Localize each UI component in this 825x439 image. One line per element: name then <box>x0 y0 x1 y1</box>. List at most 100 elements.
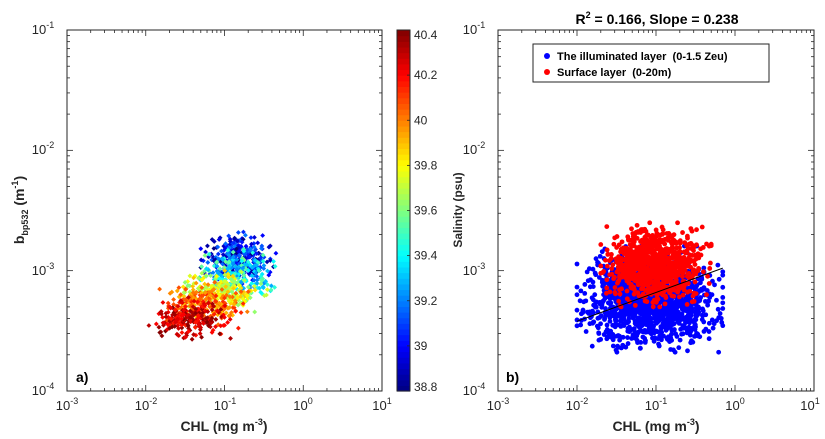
data-point <box>223 305 229 311</box>
legend: The illuminated layer (0-1.5 Zeu) Surfac… <box>532 43 770 83</box>
data-point-illuminated <box>677 337 683 343</box>
data-point <box>157 330 163 335</box>
data-point <box>237 250 242 256</box>
data-point <box>214 263 220 269</box>
data-point <box>209 330 215 335</box>
data-point-illuminated <box>646 326 652 332</box>
data-point-illuminated <box>583 329 589 334</box>
fit-line <box>576 267 723 322</box>
data-point <box>165 321 170 327</box>
data-point-illuminated <box>638 306 644 312</box>
colorbar-segment <box>397 46 410 54</box>
data-point-surface <box>694 227 699 233</box>
data-point-illuminated <box>604 336 610 342</box>
data-point <box>208 293 214 298</box>
data-point <box>206 254 212 260</box>
data-point-surface <box>681 283 687 289</box>
data-point <box>239 269 244 275</box>
data-point <box>209 237 215 242</box>
colorbar-segment <box>397 227 410 234</box>
data-point <box>157 286 163 292</box>
data-point <box>241 270 246 276</box>
panel-b-x-tick-label: 10-2 <box>566 396 588 413</box>
data-point-illuminated <box>673 316 678 321</box>
panel-a-background <box>67 30 382 391</box>
data-point-surface <box>636 248 642 254</box>
data-point <box>230 312 236 318</box>
data-point <box>235 325 241 331</box>
data-point-illuminated <box>645 310 651 316</box>
data-point-surface <box>649 263 655 268</box>
data-point-illuminated <box>693 312 698 318</box>
colorbar-segment <box>397 137 410 144</box>
data-point-surface <box>624 288 630 294</box>
data-point-surface <box>651 284 657 289</box>
data-point-illuminated <box>683 325 688 331</box>
data-point-surface <box>679 256 685 261</box>
data-point-surface <box>706 281 712 286</box>
data-point <box>222 322 228 328</box>
colorbar-segment <box>397 317 410 324</box>
data-point-illuminated <box>706 320 712 326</box>
data-point-surface <box>650 267 655 273</box>
panel-a-y-axis-label: bbp532 (m-1) <box>10 176 30 244</box>
data-point-surface <box>673 259 678 264</box>
data-point-illuminated <box>595 325 601 331</box>
data-point-surface <box>640 250 646 256</box>
data-point <box>214 273 219 279</box>
data-point <box>199 334 204 340</box>
colorbar-tick-label: 40.4 <box>414 28 438 42</box>
data-point <box>238 279 244 285</box>
data-point <box>199 277 205 282</box>
data-point <box>243 232 248 238</box>
data-point-illuminated <box>624 320 630 326</box>
data-point-surface <box>644 282 650 287</box>
data-point <box>199 264 205 270</box>
data-point <box>182 297 188 303</box>
data-point <box>225 320 231 325</box>
data-point <box>236 283 242 288</box>
data-point <box>222 303 228 309</box>
data-point <box>214 268 220 274</box>
data-point <box>183 323 189 328</box>
data-point <box>146 323 152 328</box>
data-point <box>225 305 231 311</box>
data-point-surface <box>604 263 610 269</box>
legend-label-illuminated: The illuminated layer (0-1.5 Zeu) <box>557 51 728 63</box>
data-point-illuminated <box>701 329 707 334</box>
data-point <box>178 292 184 298</box>
data-point <box>203 315 209 321</box>
data-point-surface <box>631 273 637 279</box>
colorbar-segment <box>397 340 410 347</box>
panel-a-y-tick-label: 10-3 <box>32 261 54 278</box>
data-point-illuminated <box>607 315 613 320</box>
data-point-illuminated <box>707 294 713 300</box>
panel-b-y-tick-label: 10-1 <box>463 20 485 37</box>
data-point <box>197 331 203 336</box>
data-point <box>199 313 205 319</box>
data-point-surface <box>607 289 613 295</box>
data-point-surface <box>604 224 610 230</box>
data-point-surface <box>621 266 627 272</box>
data-point-surface <box>653 239 659 245</box>
data-point <box>179 316 184 322</box>
data-point <box>222 301 228 306</box>
data-point-surface <box>653 227 659 233</box>
data-point-surface <box>707 266 713 271</box>
data-point-surface <box>681 287 687 293</box>
data-point <box>217 276 223 282</box>
data-point <box>169 289 175 295</box>
data-point <box>211 286 217 292</box>
data-point-illuminated <box>688 340 694 346</box>
data-point <box>205 309 211 315</box>
data-point <box>268 283 274 289</box>
data-point-illuminated <box>719 320 725 325</box>
data-point <box>205 260 211 265</box>
data-point-illuminated <box>720 272 726 278</box>
data-point-surface <box>657 285 663 291</box>
data-point <box>190 312 196 318</box>
data-point <box>227 238 233 244</box>
data-point-surface <box>604 247 610 253</box>
data-point <box>236 248 242 254</box>
data-point-surface <box>677 240 683 246</box>
